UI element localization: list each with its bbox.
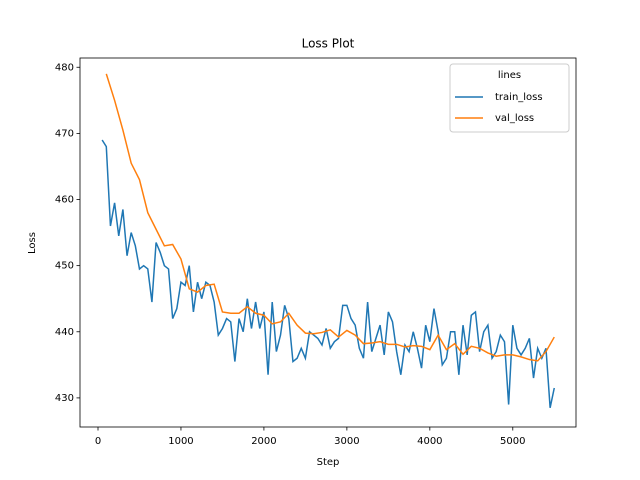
y-tick-label: 440 bbox=[55, 327, 74, 338]
plot-frame bbox=[79, 57, 577, 428]
x-tick-label: 4000 bbox=[417, 436, 442, 447]
y-axis-label: Loss bbox=[27, 232, 38, 254]
legend-label: train_loss bbox=[495, 92, 543, 103]
y-tick-label: 430 bbox=[55, 393, 74, 404]
x-tick-label: 2000 bbox=[251, 436, 276, 447]
y-tick-label: 480 bbox=[55, 62, 74, 73]
x-axis-label: Step bbox=[317, 457, 340, 468]
x-tick-label: 5000 bbox=[500, 436, 525, 447]
series-line bbox=[105, 73, 555, 362]
y-tick-label: 460 bbox=[55, 195, 74, 206]
legend-title: lines bbox=[498, 70, 521, 81]
y-tick-label: 470 bbox=[55, 128, 74, 139]
x-tick-label: 1000 bbox=[168, 436, 193, 447]
legend-label: val_loss bbox=[495, 113, 534, 124]
x-tick-label: 0 bbox=[95, 436, 101, 447]
y-tick-label: 450 bbox=[55, 261, 74, 272]
legend: lines train_loss val_loss bbox=[449, 63, 570, 133]
series-line bbox=[101, 139, 556, 408]
chart-title: Loss Plot bbox=[302, 37, 355, 51]
legend-box bbox=[449, 63, 570, 133]
x-tick-label: 3000 bbox=[334, 436, 359, 447]
